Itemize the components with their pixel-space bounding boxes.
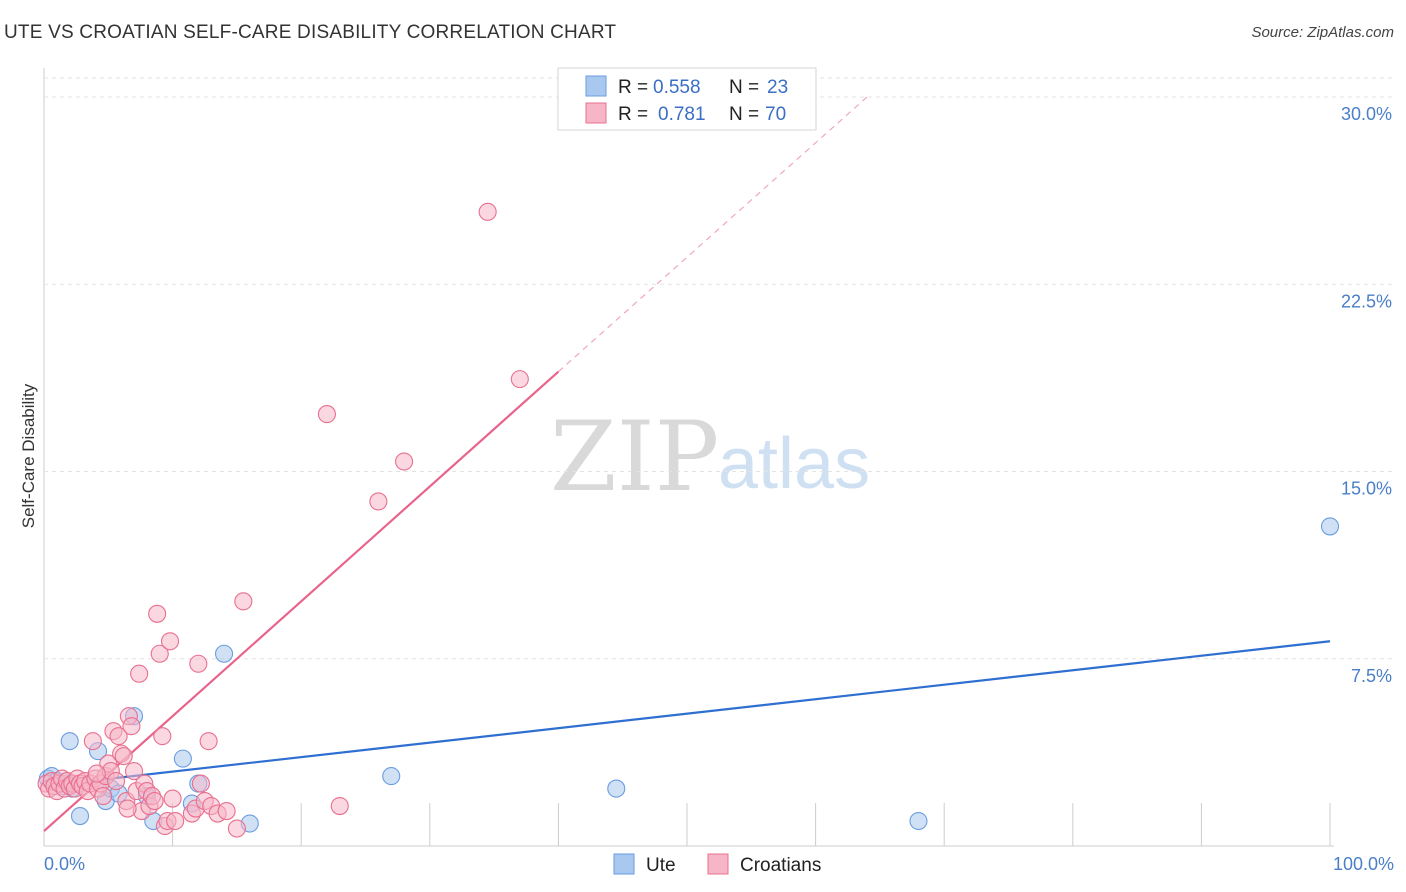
croatians-trend-extension	[558, 96, 868, 373]
ute-point	[70, 806, 90, 826]
y-tick-label: 15.0%	[1341, 479, 1392, 499]
croatians-point	[478, 202, 497, 221]
legend-croatians-r-label: R =	[618, 104, 648, 125]
croatians-point	[191, 774, 210, 793]
croatians-point	[148, 604, 167, 623]
croatians-point	[160, 632, 180, 651]
croatians-point	[94, 787, 113, 806]
croatians-point	[234, 592, 253, 611]
croatians-point	[87, 764, 106, 783]
y-tick-labels: 7.5% 15.0% 22.5% 30.0%	[1341, 104, 1392, 686]
legend-ute-n-label: N =	[729, 77, 759, 98]
bottom-legend: Ute Croatians	[613, 853, 821, 876]
croatians-point	[145, 792, 164, 811]
ute-point	[909, 811, 928, 831]
croatians-point	[166, 811, 185, 831]
croatians-point	[114, 747, 133, 766]
legend-swatch-croatians	[585, 102, 607, 124]
croatians-point	[153, 727, 172, 746]
ute-point	[382, 767, 401, 786]
legend-ute-r-value: 0.558	[653, 77, 701, 98]
legend-box: R = 0.558 N = 23 R = 0.781 N = 70	[557, 67, 817, 131]
croatians-point	[124, 762, 144, 781]
bottom-legend-swatch-croatians	[707, 853, 729, 875]
chart-title: UTE VS CROATIAN SELF-CARE DISABILITY COR…	[4, 22, 617, 43]
ute-point	[1320, 517, 1340, 536]
x-tick-marks	[172, 803, 1331, 846]
legend-croatians-n-label: N =	[729, 104, 759, 125]
legend-ute-n-value: 23	[767, 77, 788, 98]
croatians-point	[189, 654, 208, 673]
legend-ute-r-label: R =	[618, 77, 648, 98]
x-tick-label-max: 100.0%	[1333, 854, 1394, 874]
croatians-point	[163, 789, 182, 808]
croatians-point	[317, 405, 336, 424]
croatians-point	[83, 732, 102, 751]
croatians-point	[227, 819, 246, 838]
ute-point	[214, 644, 234, 663]
croatians-point	[217, 801, 236, 821]
ute-point	[173, 749, 192, 768]
ute-point	[60, 732, 79, 751]
grid-layer	[44, 77, 1394, 660]
croatians-point	[510, 370, 529, 389]
bottom-legend-croatians-label: Croatians	[740, 855, 821, 876]
croatians-point	[150, 644, 169, 663]
croatians-point	[330, 797, 349, 816]
watermark-zip: ZIP	[550, 401, 719, 513]
bottom-legend-ute-label: Ute	[646, 855, 676, 876]
y-axis-label: Self-Care Disability	[19, 383, 38, 528]
ute-point	[607, 779, 626, 798]
bottom-legend-swatch-ute	[613, 853, 635, 875]
croatians-point	[395, 452, 414, 471]
croatians-point	[199, 732, 218, 751]
ute-trend-line	[43, 640, 1331, 788]
watermark-atlas: atlas	[718, 424, 870, 504]
y-tick-label: 30.0%	[1341, 104, 1392, 124]
croatians-point	[369, 492, 388, 511]
legend-swatch-ute	[585, 75, 607, 97]
croatians-point	[122, 717, 141, 736]
croatians-point	[118, 799, 137, 818]
y-tick-label: 22.5%	[1341, 291, 1392, 311]
croatians-point	[130, 664, 149, 683]
y-tick-label: 7.5%	[1351, 666, 1392, 686]
data-points	[37, 202, 1340, 838]
legend-croatians-n-value: 70	[765, 104, 786, 125]
croatians-point	[106, 772, 126, 791]
chart-source: Source: ZipAtlas.com	[1251, 24, 1394, 41]
legend-croatians-r-value: 0.781	[658, 104, 706, 125]
croatians-point	[109, 727, 128, 746]
x-tick-label-min: 0.0%	[44, 854, 85, 874]
